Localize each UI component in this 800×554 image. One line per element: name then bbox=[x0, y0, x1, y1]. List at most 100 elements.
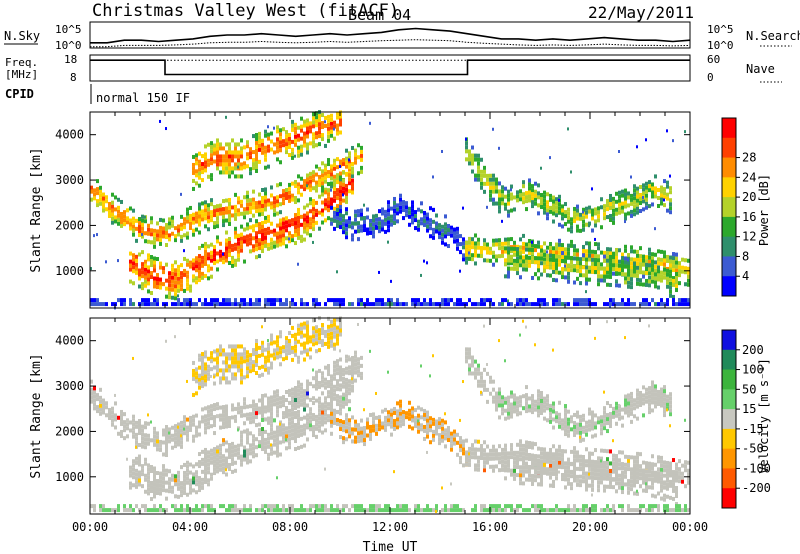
power-cell bbox=[642, 302, 645, 307]
velocity-cell bbox=[204, 374, 207, 379]
power-cell bbox=[651, 263, 654, 268]
velocity-cell bbox=[312, 433, 315, 438]
power-cell bbox=[564, 259, 567, 264]
power-cell bbox=[201, 243, 204, 248]
power-cell bbox=[237, 150, 240, 155]
power-cell bbox=[666, 184, 669, 189]
velocity-cell bbox=[174, 494, 177, 499]
power-cell bbox=[165, 278, 168, 283]
velocity-cell bbox=[90, 399, 93, 404]
power-cell bbox=[441, 302, 444, 307]
velocity-cell bbox=[288, 437, 291, 442]
power-cell bbox=[123, 298, 126, 303]
power-cell bbox=[642, 274, 645, 279]
power-cell bbox=[258, 230, 261, 235]
velocity-cell bbox=[336, 317, 339, 322]
power-cell bbox=[531, 275, 534, 280]
power-cell bbox=[417, 219, 420, 224]
power-cell bbox=[216, 166, 219, 171]
power-cell bbox=[273, 228, 276, 233]
velocity-cell bbox=[513, 409, 516, 414]
velocity-cell bbox=[345, 417, 348, 422]
power-cell bbox=[135, 270, 138, 275]
velocity-cell bbox=[573, 446, 576, 451]
velocity-cell bbox=[285, 398, 288, 402]
power-cell bbox=[228, 162, 231, 167]
power-cell bbox=[687, 274, 690, 279]
velocity-cell bbox=[267, 432, 270, 437]
power-cell bbox=[594, 258, 597, 263]
power-cell bbox=[561, 204, 564, 209]
power-cell bbox=[279, 136, 282, 141]
power-cell bbox=[324, 206, 327, 211]
velocity-cell bbox=[543, 459, 546, 464]
velocity-cell bbox=[270, 435, 273, 440]
velocity-cell bbox=[453, 433, 456, 438]
velocity-cell bbox=[552, 417, 555, 422]
power-cell bbox=[525, 242, 528, 247]
power-cell bbox=[522, 233, 525, 238]
power-cell bbox=[516, 247, 519, 252]
power-cell bbox=[528, 302, 531, 307]
velocity-cell bbox=[483, 383, 486, 388]
power-cell bbox=[282, 201, 285, 206]
power-cell bbox=[558, 270, 561, 275]
power-cell bbox=[615, 247, 618, 252]
power-cell bbox=[168, 295, 171, 300]
velocity-cell bbox=[519, 395, 522, 400]
velocity-cell bbox=[306, 387, 309, 392]
velocity-noise-cell bbox=[312, 368, 314, 372]
power-cell bbox=[327, 118, 330, 123]
velocity-cell bbox=[495, 391, 498, 396]
power-cell bbox=[516, 251, 519, 256]
velocity-cell bbox=[234, 376, 237, 381]
power-cell bbox=[123, 302, 126, 307]
power-cell bbox=[666, 268, 669, 273]
velocity-cell bbox=[165, 508, 168, 513]
velocity-cell bbox=[303, 508, 306, 513]
velocity-cell bbox=[477, 459, 480, 464]
power-cell bbox=[261, 249, 264, 254]
power-cell bbox=[207, 252, 210, 257]
velocity-cell bbox=[486, 456, 489, 461]
power-cell bbox=[102, 196, 105, 201]
power-cell bbox=[207, 264, 210, 269]
velocity-cell bbox=[186, 437, 189, 442]
velocity-cell bbox=[225, 448, 228, 453]
velocity-cell bbox=[492, 399, 495, 404]
power-cell bbox=[336, 176, 339, 181]
velocity-cell bbox=[456, 440, 459, 445]
power-cell bbox=[258, 192, 261, 197]
velocity-cell bbox=[294, 423, 297, 428]
velocity-cell bbox=[213, 467, 216, 472]
velocity-cell bbox=[456, 452, 459, 457]
power-cell bbox=[213, 143, 216, 148]
power-cell bbox=[207, 302, 210, 307]
power-cell bbox=[324, 175, 327, 180]
velocity-cell bbox=[162, 476, 165, 481]
power-cell bbox=[342, 298, 345, 303]
velocity-cell bbox=[180, 504, 183, 509]
velocity-cell bbox=[273, 508, 276, 513]
velocity-cell bbox=[267, 346, 270, 351]
power-cell bbox=[666, 258, 669, 263]
power-cell bbox=[279, 298, 282, 303]
power-cell bbox=[327, 208, 330, 213]
power-cell bbox=[630, 257, 633, 262]
velocity-cell bbox=[402, 418, 405, 423]
velocity-cell bbox=[423, 412, 426, 417]
velocity-cell bbox=[234, 468, 237, 473]
power-cell bbox=[234, 262, 237, 267]
freq-label-1: Freq. bbox=[5, 56, 38, 69]
velocity-cell bbox=[222, 458, 225, 463]
velocity-cell bbox=[504, 476, 507, 481]
power-cell bbox=[501, 249, 504, 254]
power-cell bbox=[198, 298, 201, 303]
velocity-cell bbox=[273, 348, 276, 353]
power-cell bbox=[333, 186, 336, 191]
velocity-cell bbox=[153, 466, 156, 471]
power-cell bbox=[276, 183, 279, 188]
velocity-cell bbox=[288, 351, 291, 356]
power-cell bbox=[252, 248, 255, 253]
velocity-cell bbox=[285, 414, 288, 419]
